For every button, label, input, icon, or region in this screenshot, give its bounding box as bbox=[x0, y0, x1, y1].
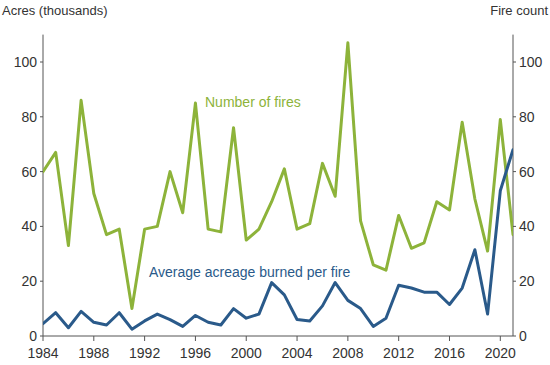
y2-tick-label: 100 bbox=[519, 54, 543, 70]
x-tick-label: 1988 bbox=[78, 345, 109, 361]
x-tick-label: 2008 bbox=[332, 345, 363, 361]
x-tick-label: 1984 bbox=[27, 345, 58, 361]
y2-tick-label: 60 bbox=[519, 164, 535, 180]
x-tick bbox=[246, 336, 247, 341]
y-axis-line bbox=[43, 35, 44, 336]
y2-axis-title: Fire count bbox=[490, 3, 548, 18]
x-tick bbox=[43, 336, 44, 341]
series-label: Number of fires bbox=[205, 94, 301, 110]
y-axis-title: Acres (thousands) bbox=[2, 3, 108, 18]
x-tick bbox=[398, 336, 399, 341]
y-tick-label: 80 bbox=[21, 109, 37, 125]
x-axis-line bbox=[43, 336, 513, 337]
series-label: Average acreage burned per fire bbox=[149, 264, 351, 280]
x-tick-label: 1992 bbox=[129, 345, 160, 361]
plot-area bbox=[43, 43, 513, 329]
y2-tick-label: 80 bbox=[519, 109, 535, 125]
x-tick-label: 2016 bbox=[434, 345, 465, 361]
series-line bbox=[43, 150, 513, 329]
y-tick-label: 20 bbox=[21, 273, 37, 289]
x-tick-label: 1996 bbox=[180, 345, 211, 361]
x-tick bbox=[144, 336, 145, 341]
y-tick-label: 100 bbox=[14, 54, 38, 70]
x-tick bbox=[449, 336, 450, 341]
chart: Acres (thousands) Fire count 0 20 40 60 80 100 0… bbox=[0, 0, 550, 365]
x-tick bbox=[93, 336, 94, 341]
x-tick bbox=[347, 336, 348, 341]
y-tick-label: 60 bbox=[21, 164, 37, 180]
x-tick bbox=[195, 336, 196, 341]
x-tick-label: 2000 bbox=[231, 345, 262, 361]
x-tick bbox=[500, 336, 501, 341]
x-tick-label: 2020 bbox=[485, 345, 516, 361]
y2-axis-line bbox=[513, 35, 514, 336]
y2-tick-label: 20 bbox=[519, 273, 535, 289]
x-tick-label: 2012 bbox=[383, 345, 414, 361]
y2-tick-label: 0 bbox=[519, 328, 527, 344]
x-tick bbox=[297, 336, 298, 341]
y-tick-label: 40 bbox=[21, 218, 37, 234]
y2-tick-label: 40 bbox=[519, 218, 535, 234]
y-tick-label: 0 bbox=[29, 328, 37, 344]
series-line bbox=[43, 43, 513, 309]
x-tick-label: 2004 bbox=[281, 345, 312, 361]
